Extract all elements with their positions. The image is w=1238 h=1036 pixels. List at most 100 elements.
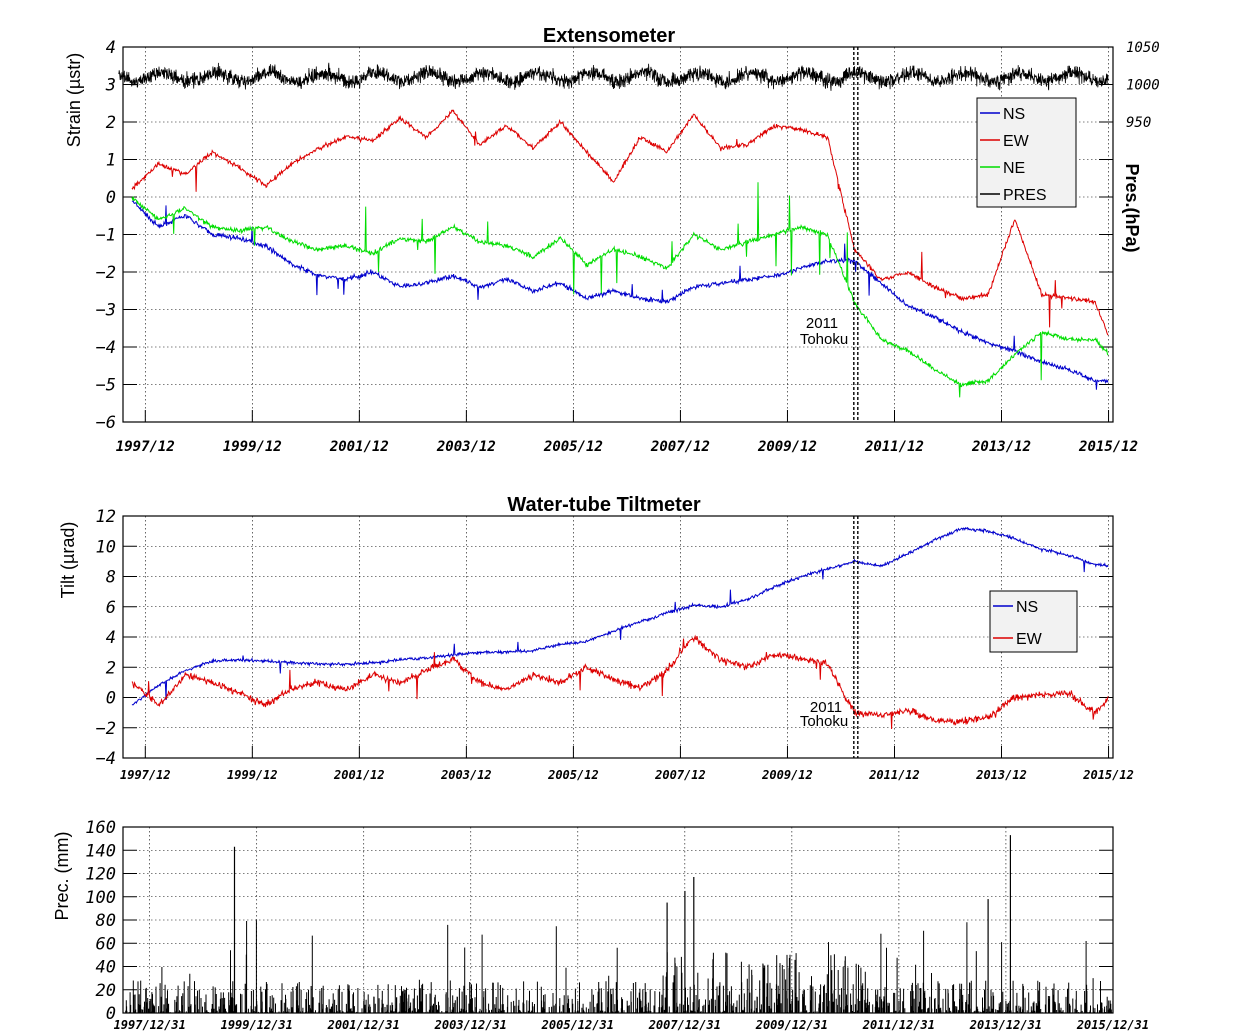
tiltmeter-ticks: 12 10 8 6 4 2 0 −2 −4 1997/12 1999/12 2001/12 2003/1… (96, 507, 1134, 782)
event-label-year: 2011 (806, 315, 838, 332)
precip-frame (122, 826, 1114, 1014)
pressure-tick-label: 950 (1126, 115, 1151, 131)
series-ew (131, 109, 1109, 336)
tiltmeter-event-lines (853, 516, 859, 758)
tiltmeter-frame (122, 515, 1114, 759)
series-ne (131, 182, 1109, 398)
series-pres (118, 62, 1109, 91)
legend-label-ew: EW (1016, 631, 1043, 648)
y-tick-label: 8 (106, 568, 116, 588)
tilt-axis-label: Tilt (µrad) (58, 522, 78, 599)
extensometer-frame (122, 46, 1114, 423)
y-tick-label: 120 (85, 865, 116, 885)
tilt-series-ew (131, 634, 1109, 730)
y-tick-label: 3 (105, 76, 116, 96)
tilt-series-ns (131, 526, 1109, 706)
x-tick-label: 2003/12 (436, 439, 496, 455)
y-tick-label: 12 (96, 507, 116, 527)
tiltmeter-series (131, 526, 1109, 730)
x-tick-label: 1999/12 (227, 768, 278, 782)
x-tick-label: 1999/12 (223, 439, 282, 455)
x-tick-label: 2001/12 (333, 768, 385, 782)
y-tick-label: 20 (96, 981, 116, 1001)
tilt-event-label-year: 2011 (810, 699, 842, 716)
x-tick-label: 2009/12 (761, 768, 813, 782)
series-ns (131, 200, 1109, 390)
x-tick-label: 1997/12 (120, 768, 171, 782)
extensometer-legend: NS EW NE PRES (976, 97, 1077, 208)
tiltmeter-panel: Water-tube Tiltmeter Tilt (µrad) 12 10 8 6 4… (58, 494, 1134, 782)
x-tick-label: 1997/12 (116, 439, 175, 455)
x-tick-label: 1999/12/31 (221, 1018, 293, 1032)
x-tick-label: 2005/12 (543, 439, 603, 455)
y-tick-label: 160 (85, 818, 116, 838)
x-tick-label: 2005/12 (547, 768, 599, 782)
x-tick-label: 2013/12 (975, 768, 1027, 782)
tiltmeter-legend: NS EW (989, 590, 1078, 653)
legend-label-ns: NS (1003, 106, 1025, 123)
y-tick-label: 140 (85, 841, 116, 861)
x-tick-label: 2009/12 (757, 439, 817, 455)
y-tick-label: −2 (96, 719, 116, 739)
x-tick-label: 2015/12 (1082, 768, 1134, 782)
y-tick-label: 2 (106, 658, 116, 678)
y-tick-label: 40 (96, 958, 116, 978)
x-tick-label: 2007/12 (654, 768, 706, 782)
extensometer-title: Extensometer (543, 25, 675, 47)
x-tick-label: 2009/12/31 (755, 1018, 828, 1032)
y-tick-label: 4 (106, 628, 116, 648)
y-tick-label: 80 (96, 911, 116, 931)
event-label-name: Tohoku (800, 331, 848, 348)
x-tick-label: 2003/12/31 (434, 1018, 507, 1032)
legend-label-ne: NE (1003, 160, 1025, 177)
x-tick-label: 2015/12/31 (1076, 1018, 1149, 1032)
y-tick-label: 100 (85, 888, 116, 908)
x-tick-label: 1997/12/31 (114, 1018, 186, 1032)
x-tick-label: 2011/12 (868, 768, 920, 782)
y-tick-label: −5 (96, 376, 116, 396)
legend-box (976, 97, 1077, 208)
extensometer-panel: Extensometer Strain (µstr) Pres.(hPa) 4 3… (64, 25, 1160, 455)
precip-bars (125, 835, 1113, 1013)
tiltmeter-title: Water-tube Tiltmeter (507, 494, 701, 516)
legend-label-ew: EW (1003, 133, 1030, 150)
precip-daily-bars (125, 920, 1113, 1013)
pressure-tick-label: 1000 (1126, 78, 1160, 94)
precipitation-panel: Prec. (mm) 160 140 120 100 80 60 40 20 01997/12/… (52, 818, 1149, 1032)
y-tick-label: −4 (96, 749, 116, 769)
y-tick-label: 4 (106, 38, 116, 58)
y-tick-label: 6 (106, 598, 116, 618)
tiltmeter-grid (123, 516, 1113, 758)
x-tick-label: 2001/12/31 (327, 1018, 400, 1032)
x-tick-label: 2011/12/31 (862, 1018, 935, 1032)
legend-label-pres: PRES (1003, 187, 1047, 204)
precip-axis-label: Prec. (mm) (52, 832, 72, 921)
tilt-legend-box (989, 590, 1078, 653)
tohoku-event-lines (853, 47, 859, 422)
y-tick-label: 2 (106, 113, 116, 133)
y-tick-label: 0 (106, 1004, 116, 1024)
y-tick-label: 60 (96, 934, 116, 954)
strain-axis-label: Strain (µstr) (64, 53, 84, 147)
extensometer-grid (123, 47, 1113, 422)
pressure-axis-label: Pres.(hPa) (1122, 163, 1142, 252)
extensometer-series (118, 62, 1109, 398)
x-tick-label: 2005/12/31 (541, 1018, 614, 1032)
x-tick-label: 2007/12/31 (648, 1018, 721, 1032)
x-tick-label: 2015/12 (1078, 439, 1138, 455)
y-tick-label: −1 (96, 226, 116, 246)
x-tick-label: 2013/12 (971, 439, 1031, 455)
y-tick-label: −4 (96, 338, 116, 358)
precip-grid (123, 827, 1114, 1013)
x-tick-label: 2001/12 (329, 439, 389, 455)
y-tick-label: 0 (106, 188, 116, 208)
x-tick-label: 2003/12 (440, 768, 492, 782)
y-tick-label: −2 (96, 263, 116, 283)
y-tick-label: 1 (106, 151, 116, 171)
y-tick-label: 10 (96, 537, 116, 557)
x-tick-label: 2011/12 (864, 439, 924, 455)
legend-label-ns: NS (1016, 599, 1038, 616)
